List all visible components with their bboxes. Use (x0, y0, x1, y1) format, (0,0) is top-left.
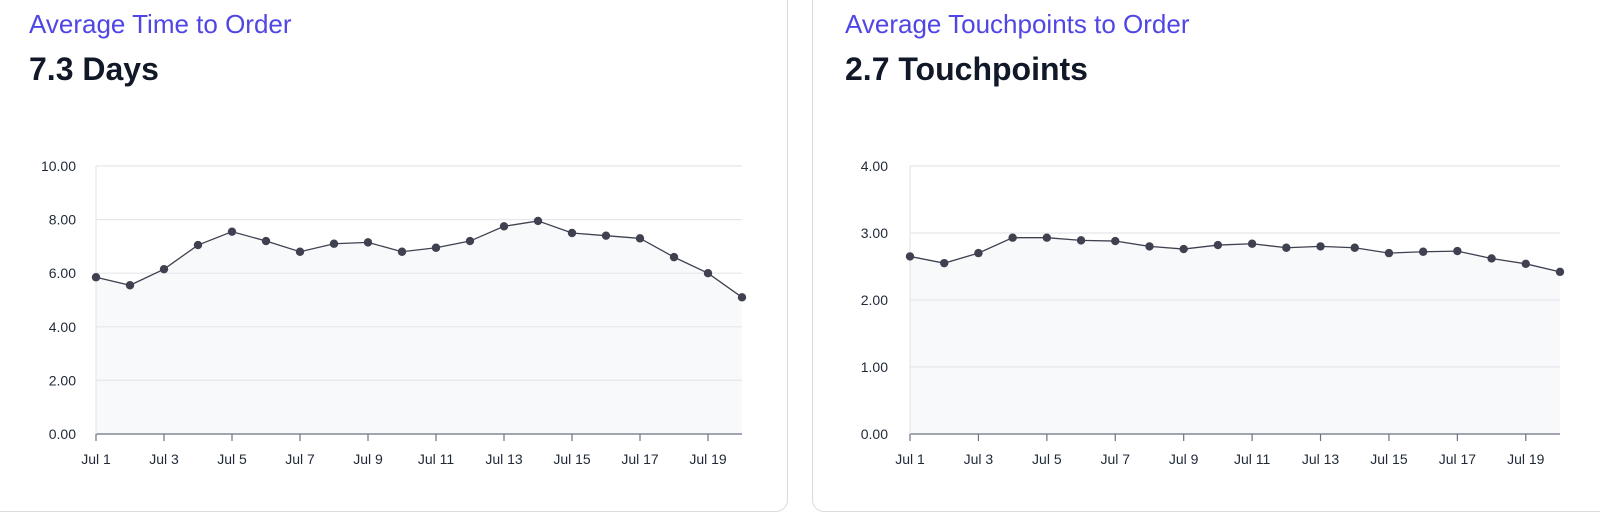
x-tick-label: Jul 15 (553, 451, 591, 467)
x-tick-label: Jul 17 (1439, 451, 1477, 467)
data-point (1076, 236, 1086, 245)
x-tick-label: Jul 1 (81, 451, 111, 467)
series-line (909, 237, 1561, 273)
x-tick-label: Jul 11 (1234, 451, 1271, 467)
x-tick-label: Jul 5 (1032, 451, 1062, 467)
data-point (329, 239, 339, 248)
data-point (940, 258, 949, 268)
data-point (193, 240, 203, 250)
x-tick-label: Jul 7 (285, 451, 315, 467)
y-tick-label: 4.00 (49, 319, 76, 335)
data-point (1179, 244, 1188, 254)
data-point (1213, 240, 1223, 250)
data-point (227, 227, 237, 236)
y-tick-label: 6.00 (49, 265, 76, 281)
y-tick-label: 0.00 (861, 426, 888, 442)
x-tick-label: Jul 5 (217, 451, 247, 467)
data-point (91, 273, 101, 282)
y-tick-label: 2.00 (49, 372, 76, 388)
x-tick-label: Jul 1 (895, 451, 925, 467)
x-tick-label: Jul 11 (418, 451, 455, 467)
data-point (431, 243, 441, 252)
data-point (974, 248, 983, 258)
data-point (363, 238, 373, 247)
data-point (669, 252, 679, 262)
data-point (1453, 246, 1462, 256)
y-tick-label: 8.00 (49, 212, 76, 228)
x-tick-label: Jul 15 (1370, 451, 1408, 467)
data-point (1145, 242, 1154, 251)
y-tick-label: 1.00 (861, 359, 888, 375)
data-point (1111, 236, 1120, 246)
card-title: Average Touchpoints to Order (845, 9, 1190, 39)
area-fill (910, 237, 1560, 434)
y-tick-label: 2.00 (861, 292, 888, 308)
x-tick-label: Jul 7 (1100, 451, 1130, 467)
data-point (1555, 267, 1565, 277)
data-point (533, 216, 543, 226)
data-point (601, 231, 611, 240)
x-tick-label: Jul 3 (964, 451, 994, 467)
data-point (499, 222, 509, 231)
data-point (1008, 233, 1017, 242)
data-point (1521, 259, 1530, 269)
data-point (1418, 247, 1428, 256)
data-point (703, 269, 713, 278)
data-point (737, 293, 747, 302)
card-title: Average Time to Order (29, 9, 292, 39)
y-tick-label: 4.00 (861, 158, 888, 174)
data-point (905, 252, 915, 261)
x-tick-label: Jul 19 (689, 451, 727, 467)
data-point (397, 247, 407, 256)
card-value: 2.7 Touchpoints (845, 51, 1088, 87)
x-tick-label: Jul 19 (1507, 451, 1545, 467)
data-point (159, 264, 169, 274)
data-point (125, 281, 135, 290)
x-tick-label: Jul 9 (1169, 451, 1199, 467)
y-tick-label: 10.00 (41, 158, 76, 174)
data-point (261, 236, 271, 246)
x-tick-label: Jul 9 (353, 451, 383, 467)
x-tick-label: Jul 13 (485, 451, 523, 467)
data-point (567, 228, 577, 238)
data-point (1042, 233, 1052, 242)
x-tick-label: Jul 17 (621, 451, 659, 467)
series-line (95, 220, 743, 298)
data-point (1350, 243, 1359, 252)
data-point (1247, 239, 1257, 248)
x-tick-label: Jul 3 (149, 451, 179, 467)
x-tick-label: Jul 13 (1302, 451, 1340, 467)
time-to-order-chart: 0.00 2.00 4.00 6.00 8.00 10.00 Jul 1 Jul 3 Jul 5… (41, 158, 747, 467)
data-point (1384, 248, 1394, 258)
card-value: 7.3 Days (29, 51, 159, 87)
data-point (635, 234, 645, 243)
data-point (1282, 243, 1291, 252)
data-point (1487, 254, 1496, 263)
data-point (1316, 242, 1325, 251)
y-tick-label: 0.00 (49, 426, 76, 442)
data-point (295, 247, 305, 256)
y-tick-label: 3.00 (861, 225, 888, 241)
data-point (465, 236, 475, 246)
